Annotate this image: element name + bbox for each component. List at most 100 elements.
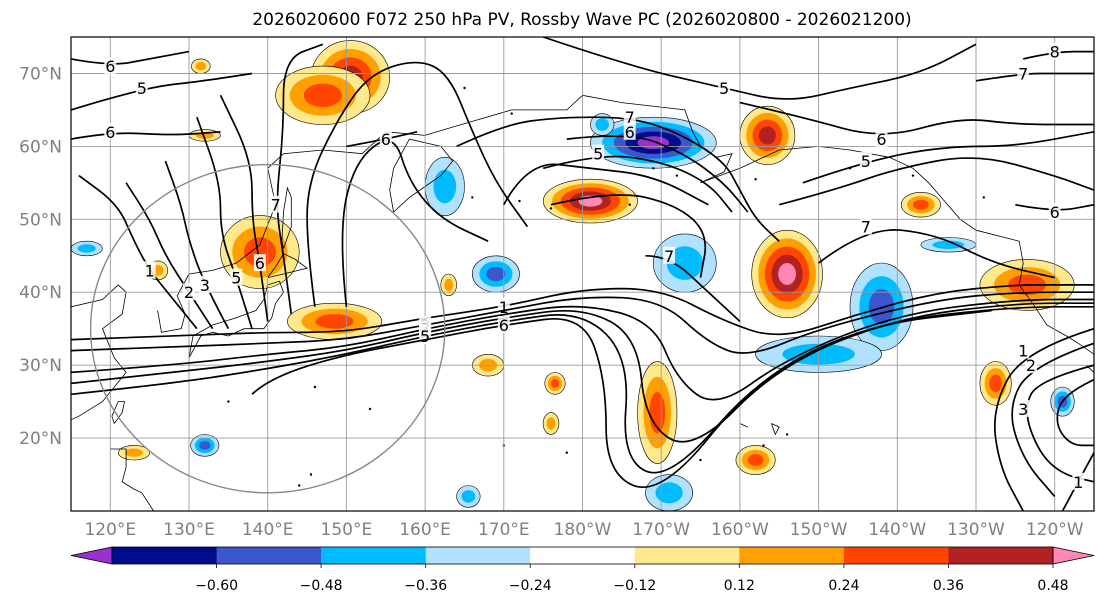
pv-contour-17 <box>542 155 733 213</box>
colorbar-tick-label: 0.48 <box>1037 578 1068 594</box>
island-2 <box>652 167 655 170</box>
contour-label-bg <box>379 130 392 148</box>
colorbar: −0.60 −0.48 −0.36 −0.24 −0.12 0.12 0.24 0.36 0.4… <box>70 546 1095 594</box>
coastline-6 <box>111 401 125 424</box>
contour-label-bg <box>253 254 266 272</box>
pv-contour-11 <box>276 43 324 315</box>
lon-tick-label: 150°E <box>321 520 373 540</box>
contour-label-bg <box>230 268 243 286</box>
contour-label: 5 <box>719 79 729 98</box>
colorbar-segment <box>948 547 1054 564</box>
pv-contour-18 <box>503 163 709 206</box>
pv-contour-6 <box>78 174 198 330</box>
contour-label: 1 <box>499 298 509 317</box>
pv-contour-27 <box>975 72 1094 82</box>
pv-anomaly-26 <box>190 434 220 457</box>
pv-anomaly-17 <box>645 474 693 511</box>
longitude-tick-labels: 120°E 130°E 140°E 150°E 160°E 170°E 180°W 170°W… <box>84 520 1083 540</box>
pv-contour-2 <box>71 298 1094 401</box>
colorbar-segment <box>321 547 427 564</box>
contour-label: 2 <box>184 283 194 302</box>
lon-tick-label: 130°E <box>163 520 215 540</box>
contour-label: 8 <box>1050 43 1060 62</box>
contour-label-bg <box>718 79 731 96</box>
island-22 <box>368 407 372 411</box>
pv-contour-31 <box>71 72 253 111</box>
contour-label: 1 <box>145 261 155 280</box>
pv-anomaly-9 <box>542 178 638 224</box>
colorbar-tick-label: 0.24 <box>828 578 859 594</box>
colorbar-segment <box>634 547 740 564</box>
pv-anomaly-5 <box>71 240 103 257</box>
contour-label: 5 <box>861 152 871 171</box>
colorbar-frame <box>111 546 1054 565</box>
contour-label: 3 <box>200 276 210 295</box>
island-14 <box>785 433 789 436</box>
island-10 <box>549 207 553 210</box>
contour-label-bg <box>1048 203 1061 220</box>
contour-label-bg <box>663 246 676 264</box>
island-1 <box>510 112 513 115</box>
contour-label: 6 <box>876 130 886 149</box>
map-frame <box>70 36 1095 512</box>
lon-tick-label: 170°W <box>632 520 690 540</box>
island-20 <box>227 400 230 403</box>
island-18 <box>309 473 313 476</box>
pv-anomaly-11 <box>652 233 717 293</box>
colorbar-tick-label: 0.12 <box>724 578 755 594</box>
pv-anomaly-20 <box>920 237 977 253</box>
contour-label-bg <box>1048 42 1061 60</box>
contour-label-bg <box>592 144 605 162</box>
contour-label: 5 <box>420 327 430 346</box>
lon-tick-label: 160°E <box>399 520 451 540</box>
contour-label: 6 <box>105 57 115 76</box>
island-8 <box>471 196 474 199</box>
colorbar-extend-max <box>1052 546 1095 565</box>
contour-label: 7 <box>625 108 635 127</box>
pv-contour-19 <box>550 194 707 278</box>
pv-contour-23 <box>802 130 1094 184</box>
contour-label-bg <box>1025 356 1037 374</box>
lat-tick-label: 20°N <box>19 429 62 449</box>
island-19 <box>471 513 473 515</box>
contour-label-bg <box>1017 64 1030 82</box>
colorbar-tick-label: −0.36 <box>404 578 447 594</box>
contour-label-bg <box>1017 341 1030 359</box>
pv-anomaly-12 <box>751 229 823 319</box>
colorbar-segment <box>112 547 217 564</box>
contour-label-bg <box>859 152 872 169</box>
lat-tick-label: 30°N <box>19 356 62 376</box>
colorbar-tick-label: −0.12 <box>613 578 656 594</box>
pv-anomaly-24 <box>544 372 566 395</box>
pv-contour-20 <box>645 254 741 323</box>
colorbar-segment <box>530 547 636 564</box>
contour-label: 6 <box>381 130 391 149</box>
pv-anomaly-7 <box>471 255 520 293</box>
colorbar-segment <box>739 547 845 564</box>
map-area: 1234561235676765756578766653211 <box>70 36 1095 515</box>
contour-label: 7 <box>664 247 674 266</box>
pv-anomaly-19 <box>900 192 941 218</box>
contour-label-bg <box>1017 399 1030 417</box>
contour-label-bg <box>183 283 195 301</box>
pv-anomaly-18 <box>735 445 776 475</box>
pv-contour-12 <box>306 61 529 307</box>
pv-contour-25 <box>818 229 1055 279</box>
lon-tick-label: 140°E <box>242 520 294 540</box>
contour-label: 1 <box>1018 342 1028 361</box>
latitude-tick-labels: 20°N 30°N 40°N 50°N 60°N 70°N <box>19 65 62 450</box>
lat-tick-label: 60°N <box>19 137 62 157</box>
island-0 <box>463 86 466 90</box>
contour-label: 5 <box>137 79 147 98</box>
island-13 <box>699 458 702 462</box>
pv-contour-15 <box>456 116 780 242</box>
contour-label-bg <box>1072 472 1085 490</box>
pv-contour-16 <box>566 135 749 213</box>
island-16 <box>565 451 568 454</box>
pv-contour-24 <box>778 157 1094 206</box>
contour-label-bg <box>497 316 510 333</box>
pv-anomaly-25 <box>542 412 560 435</box>
island-6 <box>911 174 915 177</box>
pv-contour-22 <box>739 101 1094 135</box>
